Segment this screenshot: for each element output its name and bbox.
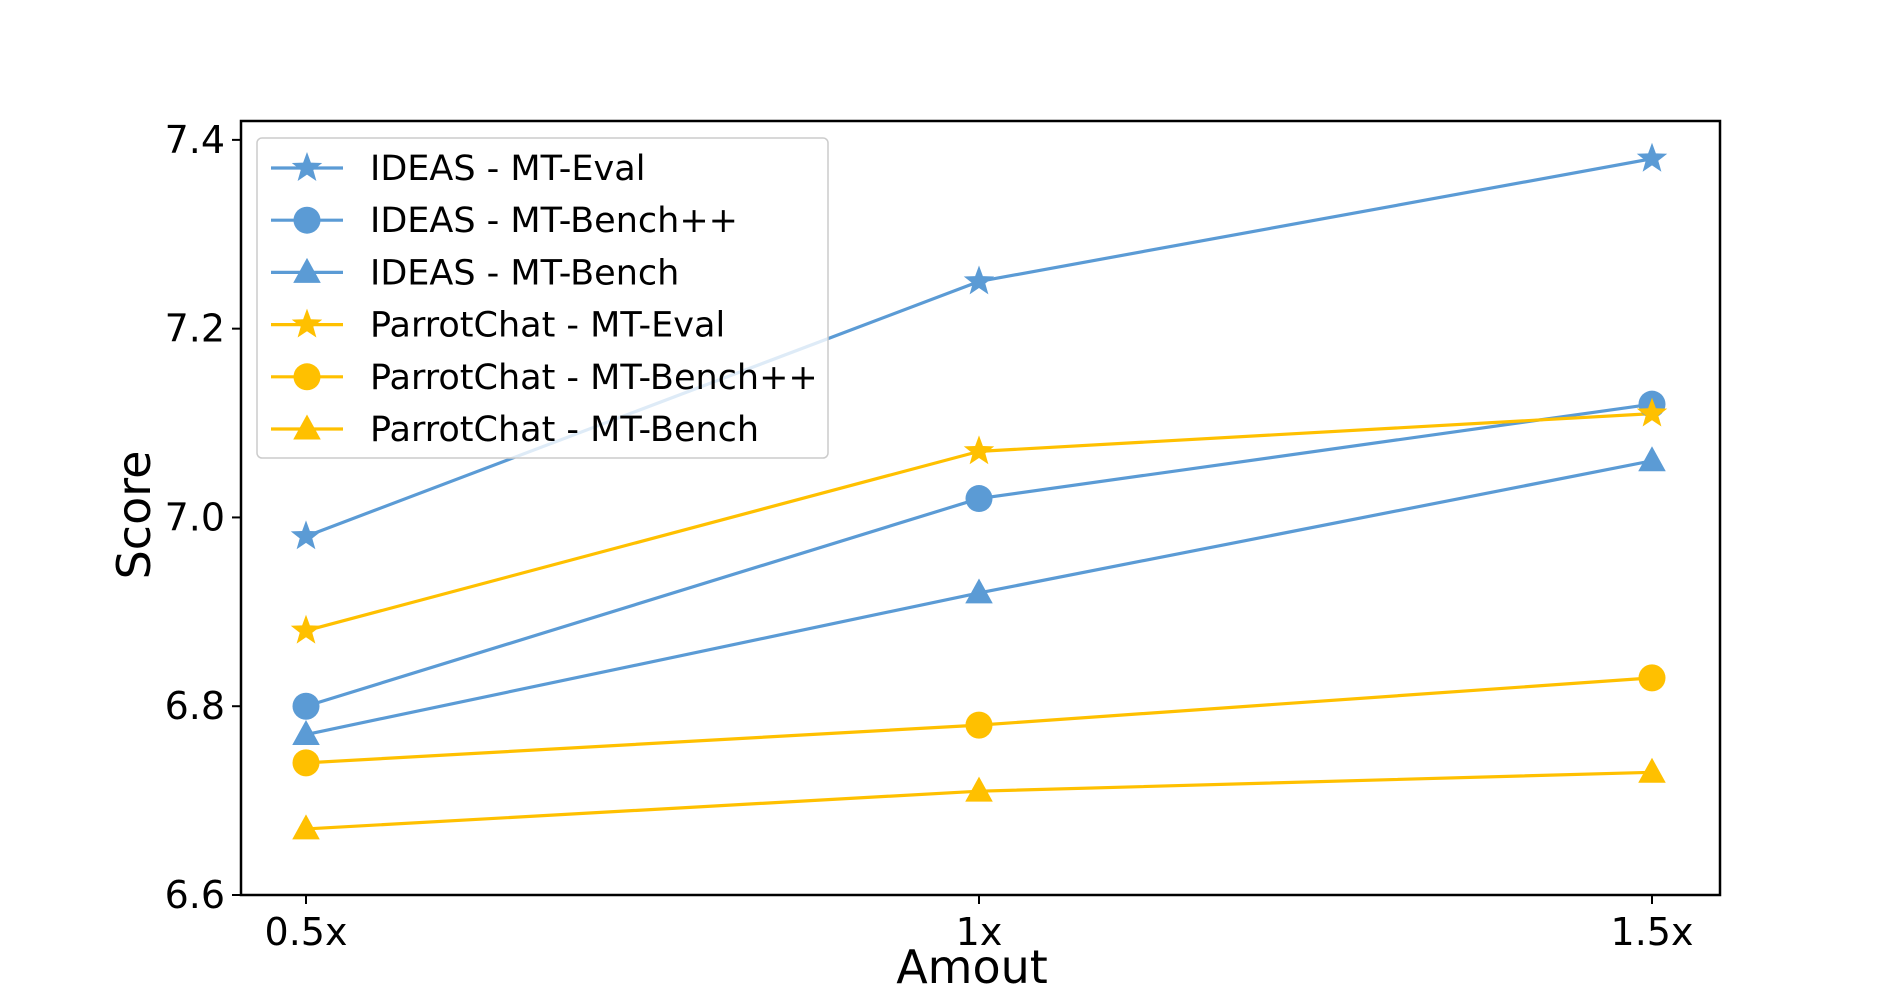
data-point-circle — [292, 749, 320, 777]
x-axis-title: Amout — [896, 940, 1048, 994]
data-point-circle — [1638, 664, 1666, 692]
data-point-triangle — [965, 776, 993, 802]
legend-label: ParrotChat - MT-Bench — [370, 410, 759, 450]
y-axis-title: Score — [107, 451, 161, 580]
legend-label: ParrotChat - MT-Bench++ — [370, 358, 818, 398]
data-point-triangle — [1638, 757, 1666, 783]
legend-label: IDEAS - MT-Eval — [370, 149, 645, 189]
data-point-circle — [965, 485, 993, 513]
x-tick-label: 0.5x — [265, 910, 348, 954]
plot-frame — [239, 119, 1722, 897]
data-point-star — [1636, 397, 1668, 427]
data-point-triangle — [292, 720, 320, 745]
data-point-star — [963, 435, 995, 465]
data-point-star — [290, 614, 322, 644]
data-point-triangle — [1638, 446, 1666, 472]
legend-marker-triangle — [293, 257, 321, 283]
legend-marker-triangle — [293, 414, 321, 440]
legend-label: IDEAS - MT-Bench — [370, 253, 679, 293]
data-point-triangle — [965, 578, 993, 604]
legend-marker-circle — [293, 363, 321, 391]
data-point-circle — [292, 692, 320, 720]
legend-box — [256, 137, 829, 459]
legend-label: IDEAS - MT-Bench++ — [370, 201, 738, 241]
data-point-star — [1636, 142, 1668, 172]
data-point-triangle — [292, 814, 320, 840]
series-markers — [290, 142, 1668, 840]
data-point-star — [963, 265, 995, 295]
y-axis: 6.6 6.8 7.0 7.2 7.4 — [165, 118, 241, 917]
y-tick-label: 7.2 — [165, 307, 225, 351]
y-tick-label: 7.0 — [165, 495, 225, 539]
legend-marker-circle — [293, 206, 321, 234]
x-axis: 0.5x 1x 1.5x — [265, 895, 1694, 954]
y-tick-label: 6.6 — [165, 873, 225, 917]
data-point-circle — [965, 711, 993, 739]
data-point-star — [290, 520, 322, 550]
legend: IDEAS - MT-Eval IDEAS - MT-Bench++ IDEAS -… — [256, 137, 829, 459]
legend-marker-star — [291, 308, 323, 338]
x-tick-label: 1x — [956, 910, 1003, 954]
y-tick-label: 7.4 — [165, 118, 225, 162]
x-tick-label: 1.5x — [1611, 910, 1694, 954]
y-tick-label: 6.8 — [165, 684, 225, 728]
legend-label: ParrotChat - MT-Eval — [370, 306, 725, 346]
legend-marker-star — [291, 152, 323, 181]
